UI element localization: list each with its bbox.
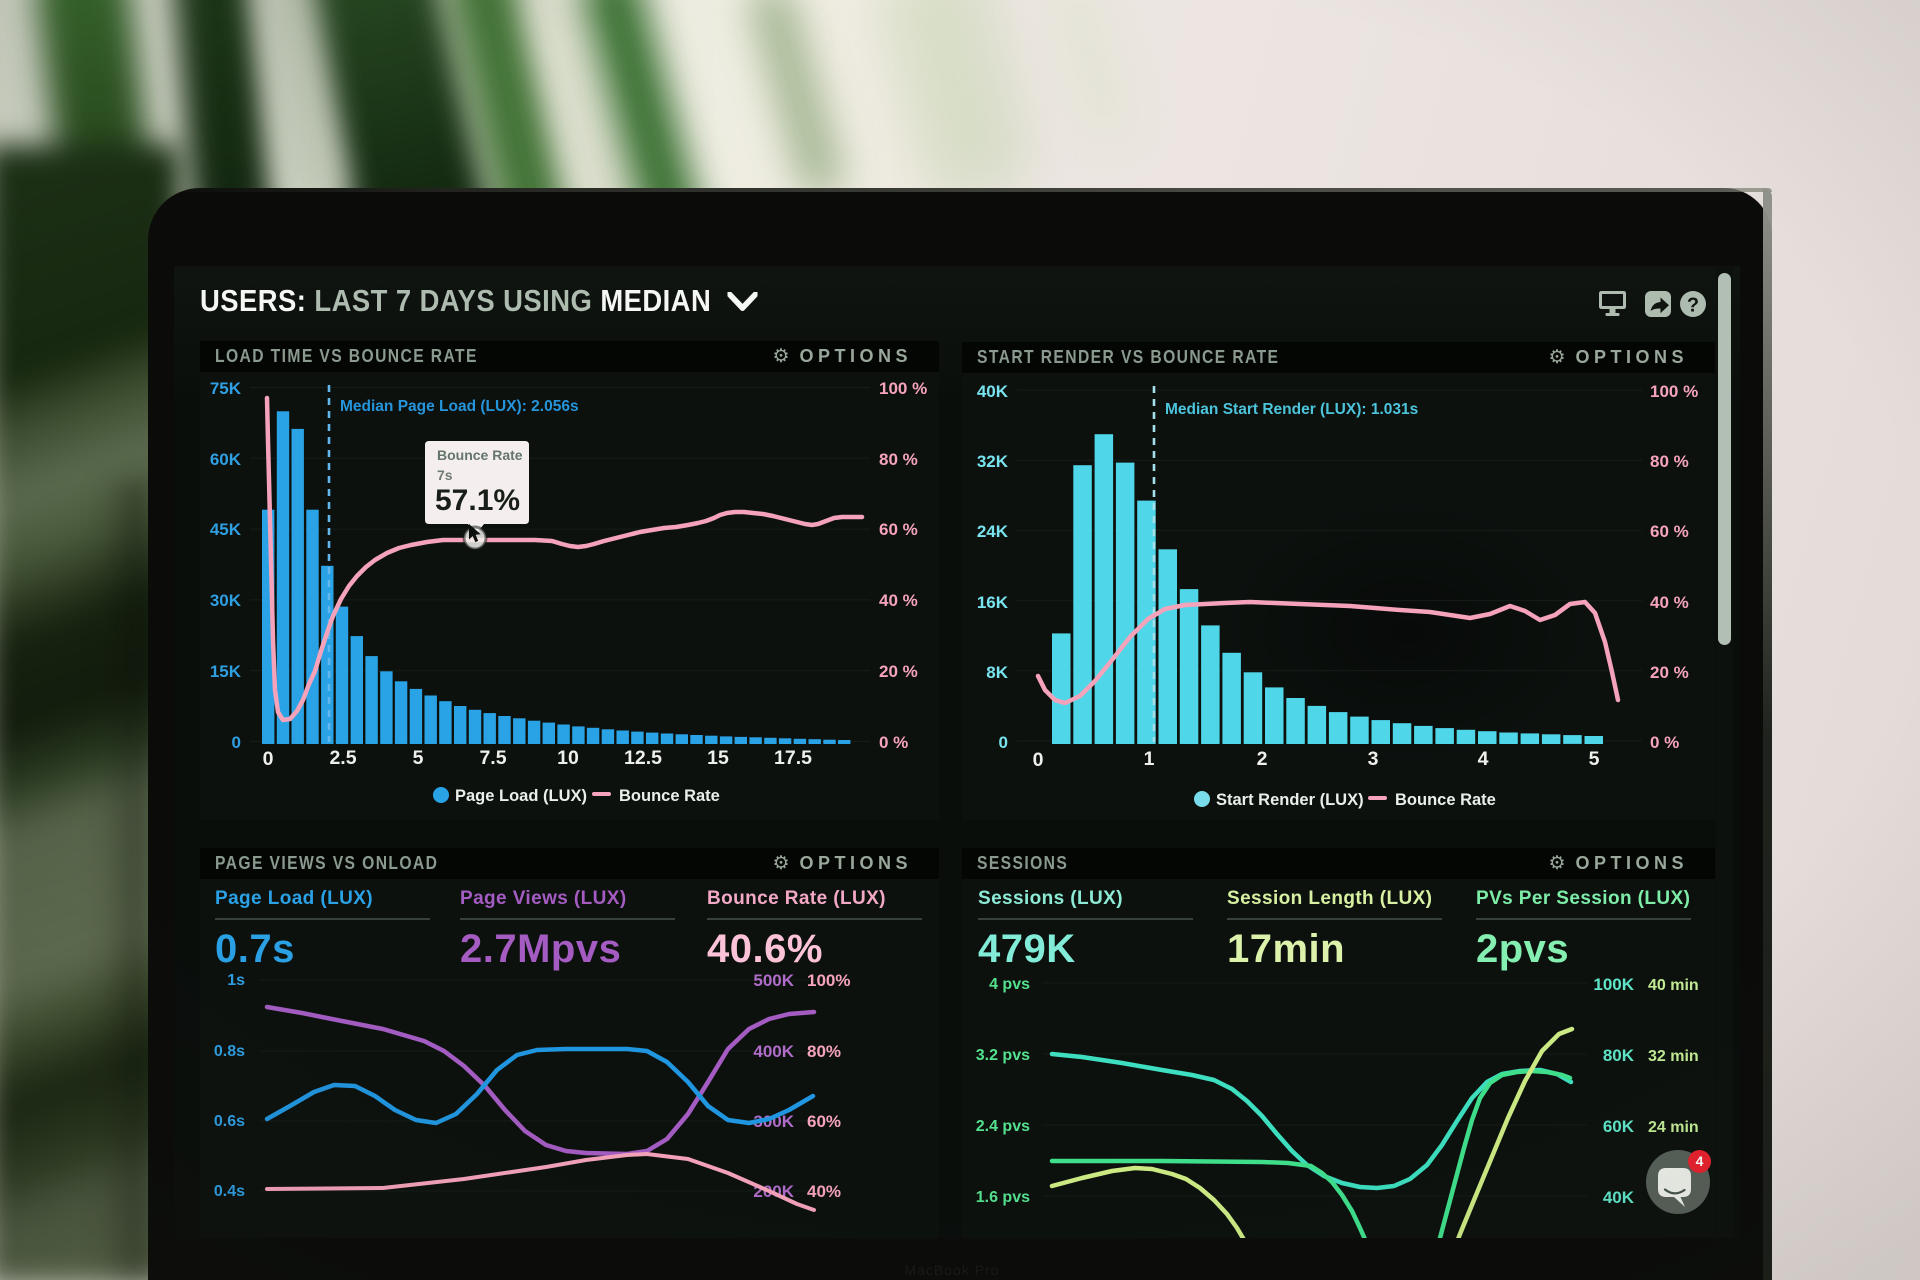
svg-text:32K: 32K [977,452,1009,471]
svg-text:300K: 300K [753,1112,794,1131]
svg-text:5: 5 [1589,748,1600,770]
svg-text:100K: 100K [1593,975,1634,994]
svg-text:2.5: 2.5 [329,747,356,769]
svg-text:0.8s: 0.8s [214,1043,245,1060]
svg-text:100%: 100% [807,971,850,990]
svg-text:0 %: 0 % [1650,733,1679,752]
svg-text:500K: 500K [753,971,794,990]
svg-text:0 %: 0 % [879,733,908,752]
svg-text:1s: 1s [227,972,245,989]
svg-text:400K: 400K [753,1042,794,1061]
svg-text:0: 0 [1033,749,1044,771]
svg-text:20 %: 20 % [1650,663,1689,682]
svg-text:Median Start Render (LUX): 1.0: Median Start Render (LUX): 1.031s [1165,401,1418,418]
svg-text:16K: 16K [977,593,1009,612]
svg-text:Start Render (LUX): Start Render (LUX) [1216,791,1364,809]
svg-text:Bounce Rate: Bounce Rate [1395,791,1496,809]
svg-text:100 %: 100 % [879,379,927,398]
svg-text:100 %: 100 % [1650,382,1698,401]
svg-text:17.5: 17.5 [774,747,812,769]
svg-text:30K: 30K [210,591,242,610]
svg-text:40 %: 40 % [1650,593,1689,612]
svg-text:40 min: 40 min [1648,977,1699,994]
svg-text:2: 2 [1257,748,1268,770]
svg-text:0.4s: 0.4s [214,1183,245,1200]
svg-text:7.5: 7.5 [479,747,506,769]
svg-text:20 %: 20 % [879,662,918,681]
svg-text:7s: 7s [437,467,453,483]
svg-text:Bounce Rate: Bounce Rate [437,447,523,463]
svg-text:40 %: 40 % [879,591,918,610]
svg-text:0: 0 [999,733,1008,752]
svg-text:60%: 60% [807,1112,841,1131]
svg-text:2.4 pvs: 2.4 pvs [976,1118,1030,1135]
svg-text:4 pvs: 4 pvs [989,976,1030,993]
svg-text:32 min: 32 min [1648,1048,1699,1065]
svg-text:5: 5 [413,747,424,769]
svg-text:4: 4 [1478,748,1489,770]
svg-text:60 %: 60 % [879,520,918,539]
svg-text:?: ? [1687,295,1699,317]
svg-text:12.5: 12.5 [624,747,662,769]
svg-text:45K: 45K [210,520,242,539]
svg-text:1.6 pvs: 1.6 pvs [976,1189,1030,1206]
svg-text:15K: 15K [210,662,242,681]
svg-text:60K: 60K [210,450,242,469]
svg-text:8K: 8K [986,663,1008,682]
svg-text:3.2 pvs: 3.2 pvs [976,1047,1030,1064]
svg-text:80 %: 80 % [879,450,918,469]
svg-text:0: 0 [263,748,274,770]
svg-text:40K: 40K [1603,1188,1635,1207]
svg-text:3: 3 [1368,748,1379,770]
svg-text:80 %: 80 % [1650,452,1689,471]
svg-text:40%: 40% [807,1182,841,1201]
svg-text:15: 15 [707,747,729,769]
svg-text:0.6s: 0.6s [214,1113,245,1130]
svg-text:Bounce Rate: Bounce Rate [619,787,720,805]
svg-text:1: 1 [1144,748,1155,770]
svg-text:24 min: 24 min [1648,1119,1699,1136]
svg-text:57.1%: 57.1% [435,484,520,517]
svg-text:Median Page Load (LUX): 2.056s: Median Page Load (LUX): 2.056s [340,398,579,415]
svg-text:80K: 80K [1603,1046,1635,1065]
svg-text:0: 0 [232,733,241,752]
svg-text:60K: 60K [1603,1117,1635,1136]
svg-text:75K: 75K [210,379,242,398]
svg-text:Page Load (LUX): Page Load (LUX) [455,787,587,805]
svg-text:24K: 24K [977,522,1009,541]
svg-text:40K: 40K [977,382,1009,401]
svg-text:60 %: 60 % [1650,522,1689,541]
svg-text:10: 10 [557,747,579,769]
svg-text:80%: 80% [807,1042,841,1061]
